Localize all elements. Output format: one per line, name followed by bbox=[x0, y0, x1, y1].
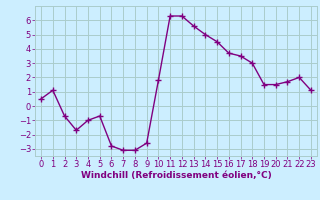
X-axis label: Windchill (Refroidissement éolien,°C): Windchill (Refroidissement éolien,°C) bbox=[81, 171, 271, 180]
